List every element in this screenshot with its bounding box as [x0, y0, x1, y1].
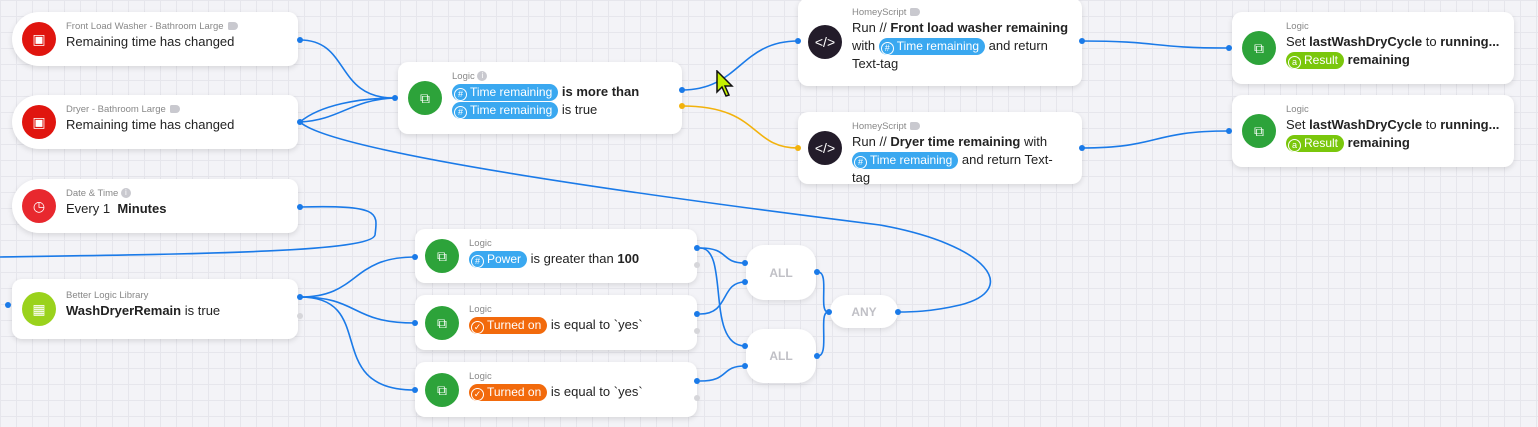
else-port[interactable]: [694, 328, 700, 334]
better-logic-card[interactable]: ▦ Better Logic Library WashDryerRemain i…: [12, 279, 298, 339]
mouse-cursor-icon: [716, 70, 734, 97]
input-port[interactable]: [742, 343, 748, 349]
tag-icon: [227, 22, 238, 31]
output-port[interactable]: [297, 119, 303, 125]
card-category: Dryer - Bathroom Large: [66, 104, 166, 115]
datetime-trigger-card[interactable]: ◷ Date & Time i Every 1 Minutes: [12, 179, 298, 233]
else-port[interactable]: [297, 313, 303, 319]
input-port[interactable]: [412, 387, 418, 393]
card-category: Logic: [469, 238, 492, 249]
input-port[interactable]: [826, 309, 832, 315]
output-port[interactable]: [679, 87, 685, 93]
washer-icon: ▣: [22, 22, 56, 56]
output-port[interactable]: [895, 309, 901, 315]
input-port[interactable]: [392, 95, 398, 101]
all-gate-2[interactable]: ALL: [746, 329, 816, 383]
info-icon[interactable]: i: [477, 71, 488, 82]
output-port[interactable]: [297, 204, 303, 210]
else-port[interactable]: [694, 395, 700, 401]
input-port[interactable]: [742, 363, 748, 369]
token-time-remaining: # Time remaining: [878, 38, 985, 55]
washer-trigger-card[interactable]: ▣ Front Load Washer - Bathroom Large Rem…: [12, 12, 298, 66]
input-port[interactable]: [1226, 45, 1232, 51]
logic-icon: ⧉: [425, 239, 459, 273]
homeyscript-dryer-card[interactable]: </> HomeyScript Run // Dryer time remain…: [798, 112, 1082, 185]
output-port[interactable]: [694, 245, 700, 251]
output-port[interactable]: [297, 294, 303, 300]
output-port[interactable]: [1079, 38, 1085, 44]
logic-icon: ⧉: [408, 81, 442, 115]
tag-icon: [169, 105, 180, 114]
clock-icon: ◷: [22, 189, 56, 223]
card-category: Logic: [469, 371, 492, 382]
card-text: is true: [561, 102, 598, 117]
else-port[interactable]: [694, 262, 700, 268]
set-variable-card-1[interactable]: ⧉ Logic Set lastWashDryCycle to running.…: [1232, 12, 1514, 84]
logic-compare-card[interactable]: ⧉ Logic i # Time remaining is more than #…: [398, 62, 682, 134]
input-port[interactable]: [742, 279, 748, 285]
tag-icon: [910, 122, 921, 131]
card-text: Text-tag: [852, 56, 899, 71]
tag-icon: [910, 8, 921, 17]
logic-turned-on-card-2[interactable]: ⧉ Logic ✓ Turned on is equal to `yes`: [415, 362, 697, 417]
logic-power-card[interactable]: ⧉ Logic # Power is greater than 100: [415, 229, 697, 283]
code-icon: </>: [808, 131, 842, 165]
card-text: is more than: [561, 84, 640, 99]
card-category: Logic: [1286, 104, 1309, 115]
token-time-remaining: # Time remaining: [452, 84, 559, 101]
input-port[interactable]: [1226, 128, 1232, 134]
token-turned-on: ✓ Turned on: [469, 384, 548, 401]
input-port[interactable]: [412, 320, 418, 326]
output-port[interactable]: [814, 353, 820, 359]
input-port[interactable]: [795, 38, 801, 44]
logic-icon: ⧉: [425, 372, 459, 407]
input-port[interactable]: [5, 302, 11, 308]
logic-turned-on-card-1[interactable]: ⧉ Logic ✓ Turned on is equal to `yes`: [415, 295, 697, 350]
code-icon: </>: [808, 25, 842, 59]
dryer-icon: ▣: [22, 105, 56, 139]
input-port[interactable]: [742, 260, 748, 266]
token-turned-on: ✓ Turned on: [469, 317, 548, 334]
card-category: Better Logic Library: [66, 290, 149, 301]
card-text: Remaining time has changed: [66, 117, 235, 132]
card-value: Minutes: [117, 201, 167, 216]
all-gate-1[interactable]: ALL: [746, 245, 816, 300]
calculator-icon: ▦: [22, 292, 56, 326]
card-category: Logic: [1286, 21, 1309, 32]
card-category: Logic: [469, 304, 492, 315]
logic-icon: ⧉: [425, 305, 459, 340]
input-port[interactable]: [795, 145, 801, 151]
card-category: Date & Time: [66, 188, 119, 199]
card-text: Remaining time has changed: [66, 34, 235, 49]
else-port[interactable]: [679, 103, 685, 109]
output-port[interactable]: [694, 311, 700, 317]
card-category: HomeyScript: [852, 7, 907, 18]
input-port[interactable]: [412, 254, 418, 260]
logic-icon: ⧉: [1242, 114, 1276, 148]
token-time-remaining: # Time remaining: [452, 102, 559, 119]
set-variable-card-2[interactable]: ⧉ Logic Set lastWashDryCycle to running.…: [1232, 95, 1514, 167]
token-power: # Power: [469, 251, 528, 268]
output-port[interactable]: [814, 269, 820, 275]
homeyscript-washer-card[interactable]: </> HomeyScript Run // Front load washer…: [798, 0, 1082, 86]
card-category: Logic: [452, 71, 475, 82]
output-port[interactable]: [297, 37, 303, 43]
card-category: HomeyScript: [852, 121, 907, 132]
token-time-remaining: # Time remaining: [852, 152, 959, 169]
output-port[interactable]: [694, 378, 700, 384]
token-result: a Result: [1286, 52, 1345, 69]
card-text: Every 1: [66, 201, 111, 216]
logic-icon: ⧉: [1242, 31, 1276, 65]
output-port[interactable]: [1079, 145, 1085, 151]
info-icon[interactable]: i: [120, 188, 131, 199]
token-result: a Result: [1286, 135, 1345, 152]
any-gate[interactable]: ANY: [830, 295, 898, 328]
card-category: Front Load Washer - Bathroom Large: [66, 21, 224, 32]
dryer-trigger-card[interactable]: ▣ Dryer - Bathroom Large Remaining time …: [12, 95, 298, 149]
